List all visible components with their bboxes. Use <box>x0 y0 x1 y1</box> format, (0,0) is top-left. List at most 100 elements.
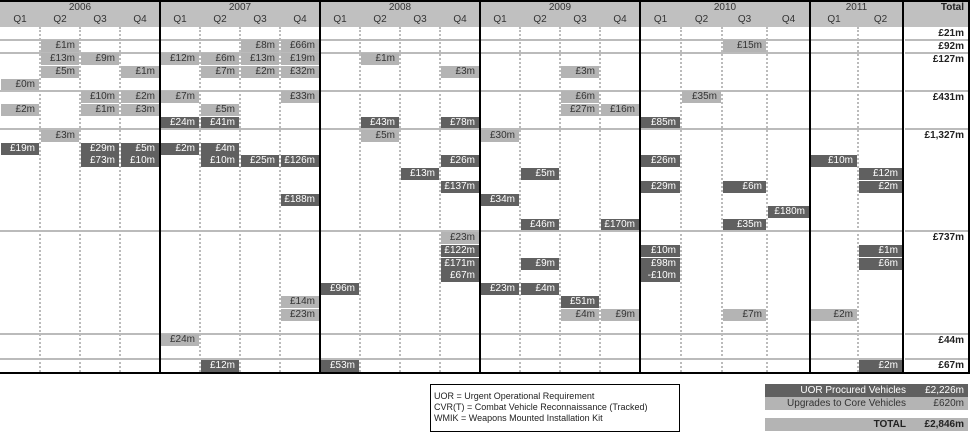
upgrade-cost-cell: £13m <box>241 53 279 66</box>
upgrade-cost-cell: £4m <box>561 308 599 321</box>
row-separator <box>905 38 968 41</box>
row-total: £737m <box>932 232 964 244</box>
uor-cost-cell: £25m <box>241 155 279 168</box>
upgrade-cost-cell: £12m <box>161 53 199 66</box>
upgrade-cost-cell: £1m <box>361 53 399 66</box>
uor-cost-cell: £171m <box>441 257 479 270</box>
funding-timeline-table: 2006 Q1 Q2 Q3 Q4 2007 Q1 Q2 Q3 Q4 2008 Q1 Q2 Q3 Q4 2009… <box>0 0 970 375</box>
upgrade-cost-cell: £3m <box>121 104 159 117</box>
uor-cost-cell: £2m <box>161 142 199 155</box>
uor-cost-cell: £137m <box>441 180 479 193</box>
upgrade-cost-cell: £1m <box>81 104 119 117</box>
uor-cost-cell: £78m <box>441 116 479 129</box>
uor-cost-cell: £26m <box>441 155 479 168</box>
quarter-gridline <box>359 27 361 372</box>
row-separator <box>0 128 903 131</box>
quarter-header: Q3 <box>560 13 600 27</box>
year-header: 2007 <box>160 2 320 13</box>
row-separator <box>905 51 968 54</box>
uor-cost-cell: £170m <box>601 219 639 232</box>
year-divider <box>159 0 161 374</box>
row-total: £44m <box>938 334 964 346</box>
upgrade-cost-cell: £24m <box>161 334 199 347</box>
row-total: £431m <box>932 91 964 103</box>
quarter-header: Q4 <box>280 13 320 27</box>
uor-cost-cell: £51m <box>561 295 599 308</box>
quarter-gridline <box>766 27 768 372</box>
uor-cost-cell: £12m <box>859 168 902 181</box>
uor-cost-cell: £29m <box>81 142 119 155</box>
row-total: £1,327m <box>924 130 964 142</box>
upgrade-cost-cell: £2m <box>1 104 39 117</box>
uor-cost-cell: £19m <box>1 142 39 155</box>
uor-cost-cell: £10m <box>201 155 239 168</box>
quarter-header: Q2 <box>681 13 722 27</box>
uor-cost-cell: £1m <box>859 244 902 257</box>
quarter-gridline <box>559 27 561 372</box>
quarter-gridline <box>680 27 682 372</box>
upgrade-cost-cell: £0m <box>1 78 39 91</box>
upgrade-cost-cell: £9m <box>81 53 119 66</box>
uor-cost-cell: £5m <box>121 142 159 155</box>
quarter-header: Q1 <box>640 13 681 27</box>
upgrade-cost-cell: £1m <box>121 65 159 78</box>
quarter-header: Q2 <box>360 13 400 27</box>
upgrade-cost-cell: £23m <box>441 231 479 244</box>
row-separator <box>905 89 968 92</box>
upgrade-cost-cell: £2m <box>811 308 857 321</box>
upgrade-cost-cell: £23m <box>281 308 319 321</box>
quarter-header: Q2 <box>40 13 80 27</box>
uor-cost-cell: £10m <box>811 155 857 168</box>
summary-uor-value: £2,226m <box>925 385 964 396</box>
upgrade-cost-cell: £10m <box>81 91 119 104</box>
quarter-header: Q1 <box>810 13 858 27</box>
year-divider <box>902 0 904 374</box>
quarter-gridline <box>399 27 401 372</box>
uor-cost-cell: £6m <box>723 180 766 193</box>
uor-cost-cell: £10m <box>121 155 159 168</box>
uor-cost-cell: £43m <box>361 116 399 129</box>
quarter-header: Q2 <box>858 13 903 27</box>
row-separator <box>0 332 903 335</box>
row-total: £67m <box>938 360 964 372</box>
upgrade-cost-cell: £8m <box>241 40 279 53</box>
quarter-header: Q1 <box>0 13 40 27</box>
upgrade-cost-cell: £2m <box>241 65 279 78</box>
quarter-header: Q3 <box>400 13 440 27</box>
quarter-header: Q1 <box>480 13 520 27</box>
upgrade-cost-cell: £3m <box>561 65 599 78</box>
quarter-gridline <box>239 27 241 372</box>
summary-upgrade-label: Upgrades to Core Vehicles <box>787 398 906 409</box>
upgrade-cost-cell: £35m <box>682 91 721 104</box>
row-separator <box>905 128 968 131</box>
uor-cost-cell: £35m <box>723 219 766 232</box>
upgrade-cost-cell: £30m <box>481 129 519 142</box>
summary-upgrade-value: £620m <box>933 398 964 409</box>
row-separator <box>0 89 903 92</box>
legend-line-uor: UOR = Urgent Operational Requirement <box>434 391 595 401</box>
row-separator <box>905 358 968 361</box>
upgrade-cost-cell: £5m <box>361 129 399 142</box>
row-separator <box>0 38 903 41</box>
quarter-header: Q1 <box>160 13 200 27</box>
year-header: 2008 <box>320 2 480 13</box>
top-border <box>0 0 970 2</box>
uor-cost-cell: £122m <box>441 244 479 257</box>
uor-cost-cell: £9m <box>521 257 559 270</box>
quarter-gridline <box>39 27 41 372</box>
year-header: 2010 <box>640 2 810 13</box>
summary-total-value: £2,846m <box>924 419 964 430</box>
upgrade-cost-cell: £1m <box>41 40 79 53</box>
upgrade-cost-cell: £19m <box>281 53 319 66</box>
uor-cost-cell: £180m <box>768 206 809 219</box>
uor-cost-cell: -£10m <box>641 270 680 283</box>
row-total: £21m <box>938 28 964 39</box>
uor-cost-cell: £34m <box>481 193 519 206</box>
summary-uor-label: UOR Procured Vehicles <box>800 385 906 396</box>
uor-cost-cell: £67m <box>441 270 479 283</box>
summary-upgrade-row: Upgrades to Core Vehicles £620m <box>765 397 968 410</box>
year-header: 2006 <box>0 2 160 13</box>
quarter-gridline <box>599 27 601 372</box>
quarter-gridline <box>199 27 201 372</box>
uor-cost-cell: £12m <box>201 359 239 372</box>
